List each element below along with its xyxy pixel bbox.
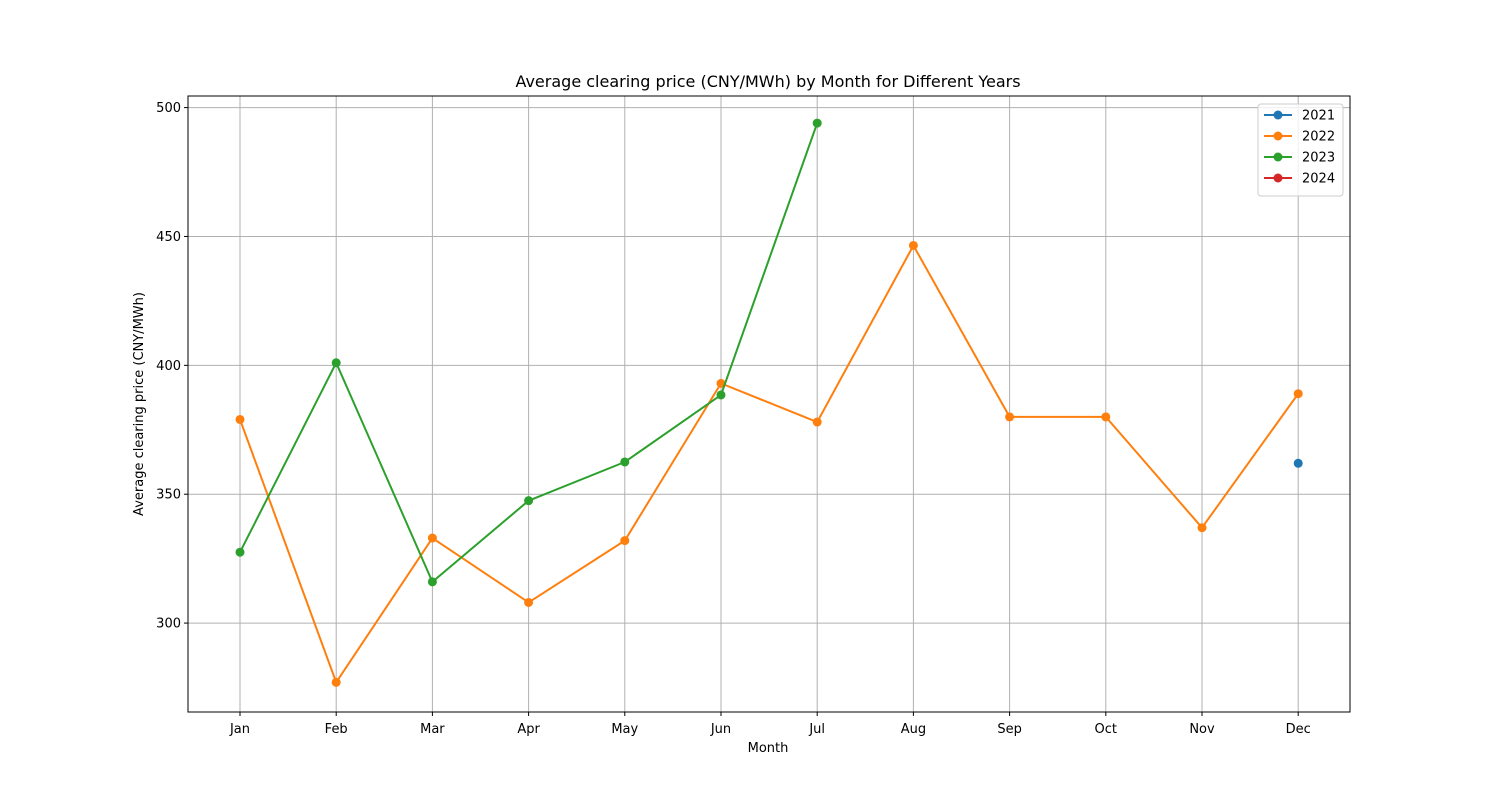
data-point-2023-jul — [812, 118, 822, 128]
x-tick-label: Aug — [901, 722, 926, 737]
data-point-2023-jan — [235, 547, 245, 557]
y-tick-label: 500 — [156, 101, 181, 116]
legend-item-2024: 2024 — [1264, 172, 1335, 187]
y-axis-label: Average clearing price (CNY/MWh) — [132, 292, 147, 516]
data-point-2023-mar — [427, 577, 437, 587]
data-point-2023-feb — [331, 358, 341, 368]
chart-title: Average clearing price (CNY/MWh) by Mont… — [515, 72, 1020, 91]
series-2022 — [235, 240, 1303, 687]
legend-box — [1257, 103, 1344, 197]
series-line-2022 — [239, 244, 1300, 684]
data-point-2021-dec — [1293, 458, 1303, 468]
legend-label: 2021 — [1302, 109, 1335, 124]
y-tick-label: 450 — [156, 230, 181, 245]
data-point-2022-mar — [427, 533, 437, 543]
legend-item-2022: 2022 — [1264, 130, 1335, 145]
series-layer — [235, 118, 1303, 687]
x-tick-label: Feb — [325, 722, 348, 737]
data-point-2022-oct — [1101, 412, 1111, 422]
x-tick-label: Jul — [808, 722, 825, 737]
legend-marker — [1273, 173, 1283, 183]
data-point-2022-dec — [1293, 389, 1303, 399]
legend-marker — [1273, 131, 1283, 141]
data-point-2022-apr — [524, 597, 534, 607]
x-tick-label: Dec — [1286, 722, 1311, 737]
x-axis-label: Month — [748, 741, 789, 756]
plot-frame — [187, 95, 1351, 713]
series-2021 — [1293, 458, 1303, 468]
data-point-2022-may — [620, 536, 630, 546]
data-point-2022-jul — [812, 417, 822, 427]
axes: Jan Feb Mar Apr May Jun Jul Aug Sep Oct Nov Dec 300 3… — [156, 101, 1311, 737]
data-point-2022-jan — [235, 414, 245, 424]
data-point-2023-apr — [524, 496, 534, 506]
x-tick-label: Oct — [1095, 722, 1117, 737]
legend-marker — [1273, 110, 1283, 120]
x-tick-label: May — [611, 722, 638, 737]
legend-label: 2023 — [1302, 151, 1335, 166]
x-tick-label: Apr — [517, 722, 540, 737]
y-tick-label: 400 — [156, 359, 181, 374]
x-tick-label: Mar — [420, 722, 445, 737]
x-tick-label: Nov — [1189, 722, 1215, 737]
data-point-2023-may — [620, 457, 630, 467]
data-point-2022-nov — [1197, 523, 1207, 533]
gridlines — [188, 96, 1350, 712]
legend-label: 2022 — [1302, 130, 1335, 145]
x-tick-label: Jun — [710, 722, 731, 737]
data-point-2023-jun — [716, 390, 726, 400]
y-tick-label: 350 — [156, 488, 181, 503]
legend-marker — [1273, 152, 1283, 162]
legend-item-2021: 2021 — [1264, 109, 1335, 124]
legend: 2021 2022 2023 2024 — [1257, 103, 1344, 197]
legend-label: 2024 — [1302, 172, 1335, 187]
data-point-2022-sep — [1005, 412, 1015, 422]
data-point-2022-feb — [331, 677, 341, 687]
y-tick-label: 300 — [156, 617, 181, 632]
legend-item-2023: 2023 — [1264, 151, 1335, 166]
x-tick-label: Jan — [229, 722, 250, 737]
series-2023 — [235, 118, 822, 587]
data-point-2022-aug — [908, 240, 918, 250]
x-tick-label: Sep — [997, 722, 1022, 737]
